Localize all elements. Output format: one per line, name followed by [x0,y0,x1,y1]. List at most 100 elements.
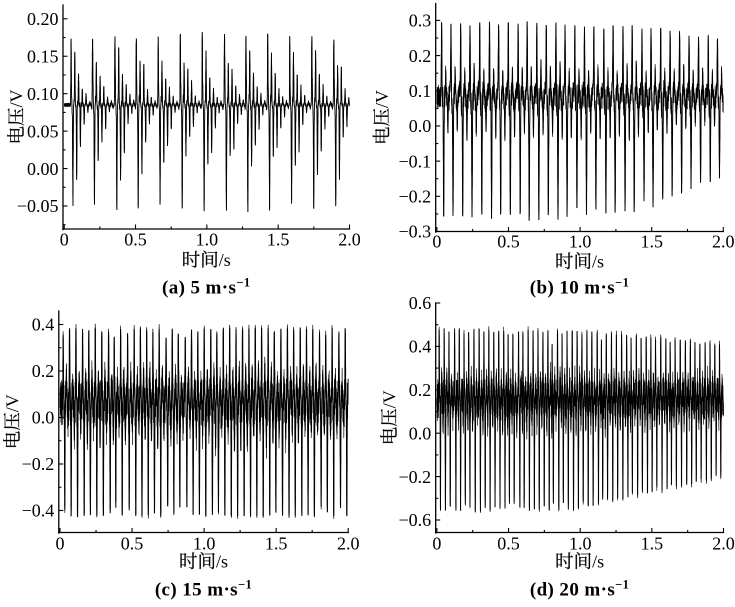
panel-b: 0.3 0.2 0.1 0.0 −0.1 −0.2 −0.3 0 0.5 1.0… [372,2,735,299]
axis-label-unit: /s [219,250,231,270]
x-tick-label: 1.0 [569,231,592,251]
y-axis-label: /V [379,390,400,444]
panel-b-drawing [435,2,724,233]
x-tick-label: 1.0 [569,533,592,553]
axis-label-unit: /V [3,394,23,412]
axis-label-unit: /V [7,89,27,107]
y-tick-label: 0.0 [409,116,432,136]
panel-caption: (c) 15 m·s−1 [155,578,252,601]
hanzi-jian-glyph [199,551,215,570]
hanzi-ya-glyph [380,408,398,427]
x-tick-label: 1.0 [193,533,216,553]
ticks [58,323,349,533]
axes [435,302,725,534]
hanzi-dian-glyph [372,127,390,143]
x-tick-label: 0 [432,231,441,251]
panel-d-drawing [435,302,725,534]
axis-label-unit: /s [216,552,228,572]
waveform-trace-core [436,20,724,221]
waveform-trace-core [64,32,350,213]
y-tick-label: −0.4 [22,501,55,521]
x-axis-label: /s [183,250,231,270]
x-tick-label: 0.5 [497,231,520,251]
y-tick-label: 0.05 [27,121,59,141]
y-tick-label: −0.05 [17,196,59,216]
panel-caption: (d) 20 m·s−1 [530,578,629,601]
axis-label-unit: /s [592,552,604,572]
x-tick-label: 0 [56,533,65,553]
x-tick-label: 0.5 [497,533,520,553]
y-axis-label: /V [7,89,27,143]
x-tick-label: 0 [432,533,441,553]
y-tick-label: −0.2 [399,467,432,487]
y-tick-label: 0.2 [409,46,432,66]
y-tick-label: 0.6 [409,293,432,313]
y-tick-label: −0.3 [399,222,432,242]
x-tick-label: 2.0 [712,533,735,553]
panel-caption: (b) 10 m·s−1 [530,276,629,299]
y-tick-label: 0.3 [409,11,432,31]
panel-c: 0.4 0.2 0.0 −0.2 −0.4 0 0.5 1.0 1.5 2.0 … [2,310,360,601]
y-tick-label: 0.15 [27,46,59,66]
caption-superscript: −1 [615,578,629,592]
hanzi-ya-glyph [3,412,21,431]
axis-label-unit: /s [592,252,604,272]
waveform-trace [63,32,350,213]
x-tick-label: 0 [60,229,69,249]
x-tick-label: 1.5 [265,533,288,553]
x-tick-label: 2.0 [712,231,735,251]
hanzi-shi-glyph [180,552,198,570]
waveform-trace-core [436,327,724,513]
x-tick-label: 2.0 [337,533,360,553]
y-tick-label: 0.2 [409,380,432,400]
x-axis-label: /s [180,551,228,572]
axis-label-unit: /V [372,90,392,108]
hanzi-shi-glyph [183,250,200,268]
caption-superscript: −1 [238,578,252,592]
caption-text: (c) 15 m·s [155,580,238,601]
y-tick-label: 0.20 [27,9,59,29]
hanzi-ya-glyph [373,108,390,126]
caption-superscript: −1 [236,276,250,290]
waveform-trace-core [60,327,349,518]
axis-label-unit: /V [380,390,400,408]
y-tick-label: 0.2 [32,361,55,381]
y-tick-label: −0.6 [399,510,432,530]
ticks [435,19,724,233]
panel-d: 0.6 0.4 0.2 0.0 −0.2 −0.6 0 0.5 1.0 1.5 … [380,293,735,600]
y-tick-label: 0.0 [409,423,432,443]
hanzi-jian-glyph [575,551,591,570]
caption-text: (d) 20 m·s [530,580,615,601]
y-axis-label: /V [372,90,392,143]
panel-a: 0.20 0.15 0.10 0.05 0.00 −0.05 0 0.5 1.0… [7,4,361,299]
ticks [63,18,351,229]
x-tick-label: 1.5 [641,533,664,553]
panel-caption: (a) 5 m·s−1 [162,276,251,299]
axes [435,2,724,233]
y-tick-label: −0.2 [22,454,55,474]
x-axis-label: /s [556,551,604,572]
y-tick-label: −0.1 [399,151,432,171]
hanzi-shi-glyph [556,552,574,570]
hanzi-jian-glyph [202,250,218,268]
y-tick-label: 0.0 [32,408,55,428]
panel-c-drawing [58,310,349,534]
y-tick-label: 0.00 [27,159,59,179]
y-tick-label: 0.4 [32,315,55,335]
hanzi-dian-glyph [379,427,397,444]
y-tick-label: 0.4 [409,337,432,357]
x-tick-label: 0.5 [121,533,144,553]
x-tick-label: 1.5 [267,229,290,249]
x-tick-label: 1.5 [640,231,663,251]
y-tick-label: 0.10 [27,84,59,104]
hanzi-jian-glyph [575,251,591,270]
hanzi-dian-glyph [2,431,20,448]
x-tick-label: 0.5 [124,229,147,249]
ticks [435,302,725,533]
hanzi-ya-glyph [7,108,25,126]
y-tick-label: −0.2 [399,187,432,207]
axes [62,4,351,231]
x-tick-label: 1.0 [196,229,219,249]
